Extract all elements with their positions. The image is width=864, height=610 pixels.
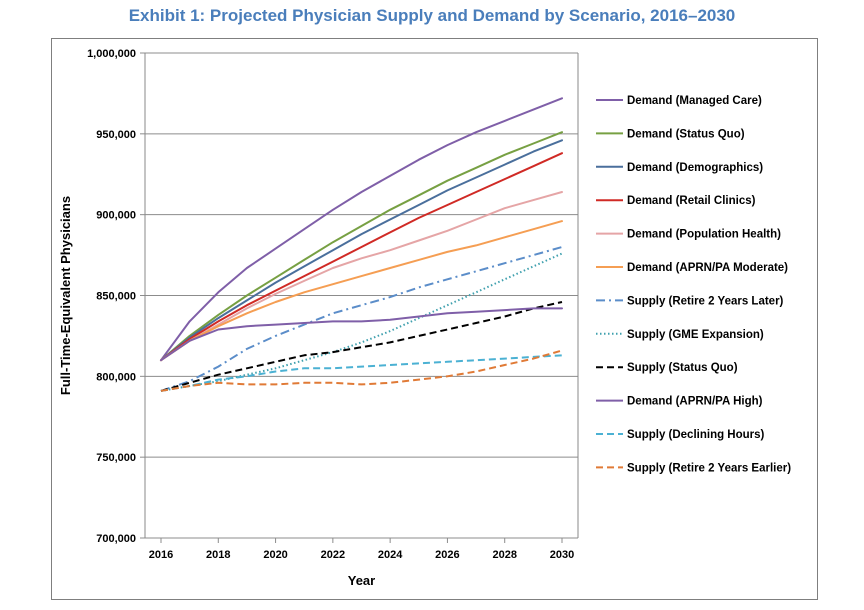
legend-label-5: Demand (APRN/PA Moderate) <box>627 262 788 274</box>
legend-label-1: Demand (Status Quo) <box>627 128 745 140</box>
y-tick-label: 700,000 <box>96 533 136 545</box>
x-axis-ticks: 2016 2018 2020 2022 2024 2026 2028 2030 <box>149 538 574 561</box>
y-axis-ticks: 700,000 750,000 800,000 850,000 900,000 950,0… <box>87 48 145 545</box>
series-line-5 <box>160 220 563 362</box>
y-tick-label: 1,000,000 <box>87 48 136 60</box>
series-line-8 <box>160 301 563 392</box>
legend-label-6: Supply (Retire 2 Years Later) <box>627 295 784 307</box>
series-line-2 <box>160 139 563 362</box>
series-line-4 <box>160 191 563 362</box>
series-line-1 <box>160 131 563 362</box>
legend-label-0: Demand (Managed Care) <box>627 95 762 107</box>
legend-label-8: Supply (Status Quo) <box>627 362 738 374</box>
legend-label-4: Demand (Population Health) <box>627 229 781 241</box>
chart-frame <box>51 38 818 600</box>
y-tick-label: 800,000 <box>96 371 136 383</box>
x-tick-label: 2026 <box>435 549 459 561</box>
x-tick-label: 2024 <box>378 549 403 561</box>
legend-label-2: Demand (Demographics) <box>627 162 763 174</box>
x-tick-label: 2030 <box>550 549 574 561</box>
series-line-9 <box>160 307 563 362</box>
series-lines <box>160 97 563 392</box>
legend-label-9: Demand (APRN/PA High) <box>627 396 763 408</box>
x-tick-label: 2016 <box>149 549 173 561</box>
series-line-3 <box>160 152 563 362</box>
series-line-0 <box>160 97 563 362</box>
y-tick-label: 900,000 <box>96 210 136 222</box>
legend-label-7: Supply (GME Expansion) <box>627 329 764 341</box>
y-tick-label: 950,000 <box>96 129 136 141</box>
chart-title: Exhibit 1: Projected Physician Supply an… <box>128 6 736 25</box>
x-tick-label: 2022 <box>321 549 345 561</box>
series-line-7 <box>160 252 563 392</box>
legend-label-11: Supply (Retire 2 Years Earlier) <box>627 462 791 474</box>
legend-label-3: Demand (Retail Clinics) <box>627 195 756 207</box>
y-tick-label: 850,000 <box>96 291 136 303</box>
y-axis-label: Full-Time-Equivalent Physicians <box>58 196 73 395</box>
series-line-10 <box>160 354 563 392</box>
legend: Demand (Managed Care) Demand (Status Quo)… <box>596 95 791 474</box>
x-tick-label: 2028 <box>492 549 516 561</box>
x-tick-label: 2020 <box>263 549 287 561</box>
series-line-11 <box>160 349 563 392</box>
y-tick-label: 750,000 <box>96 452 136 464</box>
x-tick-label: 2018 <box>206 549 230 561</box>
gridlines <box>145 52 578 539</box>
legend-label-10: Supply (Declining Hours) <box>627 429 765 441</box>
x-axis-label: Year <box>348 573 375 588</box>
